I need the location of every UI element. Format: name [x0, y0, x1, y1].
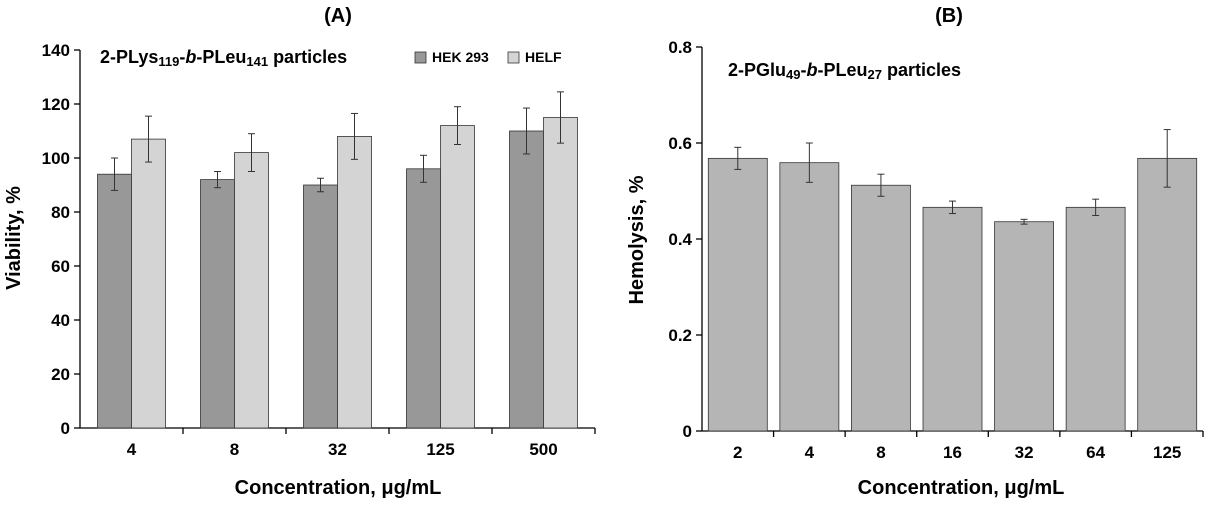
panel-b-x-tick-label: 4 — [805, 443, 815, 462]
panel-a-legend-swatch — [414, 51, 427, 64]
panel-a-bar — [406, 168, 441, 429]
panel-a-bar — [337, 135, 372, 429]
panel-b-bar — [779, 162, 840, 432]
panel-a-x-tick-label: 125 — [426, 440, 454, 459]
panel-b-bar — [922, 206, 983, 432]
panel-a-y-tick-label: 20 — [51, 365, 70, 384]
panel-a-y-tick-label: 40 — [51, 311, 70, 330]
panel-a-x-tick-label: 4 — [127, 440, 137, 459]
panel-a-bar — [543, 117, 578, 429]
panel-b-label: (B) — [935, 5, 963, 27]
panel-a-bar — [131, 138, 166, 429]
panel-b-ylabel: Hemolysis, % — [626, 175, 648, 304]
panel-a-legend-label: HELF — [525, 49, 562, 65]
panel-b-y-tick-label: 0.2 — [668, 326, 692, 345]
panel-a-xlabel: Concentration, μg/mL — [235, 477, 442, 499]
panel-a-label: (A) — [324, 5, 352, 27]
panel-b-plot: 0 0.2 0.4 0.6 0.8 2 4 8 16 32 64 125 2-PGlu49-b-PLeu… — [668, 38, 1204, 462]
panel-b-x-tick-label: 64 — [1086, 443, 1105, 462]
panel-a-bar — [440, 125, 475, 429]
panel-a-y-tick-label: 120 — [42, 95, 70, 114]
panel-b-bar — [994, 221, 1054, 432]
panel-b-x-tick-label: 125 — [1153, 443, 1181, 462]
panel-a-bar — [97, 173, 132, 429]
panel-b-y-tick-label: 0 — [683, 422, 692, 441]
panel-b-x-tick-label: 32 — [1015, 443, 1034, 462]
panel-b-bar — [1065, 206, 1126, 432]
panel-b-x-tick-label: 2 — [733, 443, 742, 462]
panel-b-x-tick-label: 16 — [943, 443, 962, 462]
panel-a-legend-label: HEK 293 — [432, 49, 489, 65]
panel-b-x-tick-label: 8 — [876, 443, 885, 462]
panel-b-bar — [707, 157, 768, 432]
panel-a-plot: 0 20 40 60 80 100 120 140 4 8 32 125 500 2-PLys119-b-… — [42, 41, 596, 459]
panel-a-bar — [509, 130, 544, 429]
panel-b-xlabel: Concentration, μg/mL — [858, 477, 1065, 499]
panel-b-bar — [851, 184, 911, 432]
panel-b-y-tick-label: 0.4 — [668, 230, 692, 249]
panel-b-y-tick-label: 0.8 — [668, 38, 692, 57]
panel-b-bar — [1137, 157, 1198, 432]
panel-a-x-tick-label: 500 — [529, 440, 557, 459]
panel-a-y-tick-label: 60 — [51, 257, 70, 276]
panel-a-ylabel: Viability, % — [3, 186, 25, 290]
panel-a-x-tick-label: 32 — [328, 440, 347, 459]
panel-a-y-tick-label: 140 — [42, 41, 70, 60]
panel-a-y-tick-label: 100 — [42, 149, 70, 168]
panel-a-bar — [234, 152, 269, 429]
panel-a-x-tick-label: 8 — [230, 440, 239, 459]
panel-b-chart-title: 2-PGlu49-b-PLeu27 particles — [728, 60, 961, 82]
panel-a-y-tick-label: 0 — [61, 419, 70, 438]
panel-a-chart-title: 2-PLys119-b-PLeu141 particles — [100, 47, 347, 69]
panel-a-y-tick-label: 80 — [51, 203, 70, 222]
panel-a-bar — [200, 179, 235, 429]
panel-a-legend-swatch — [507, 51, 520, 64]
panel-a-bar — [303, 184, 338, 429]
panel-b-y-tick-label: 0.6 — [668, 134, 692, 153]
